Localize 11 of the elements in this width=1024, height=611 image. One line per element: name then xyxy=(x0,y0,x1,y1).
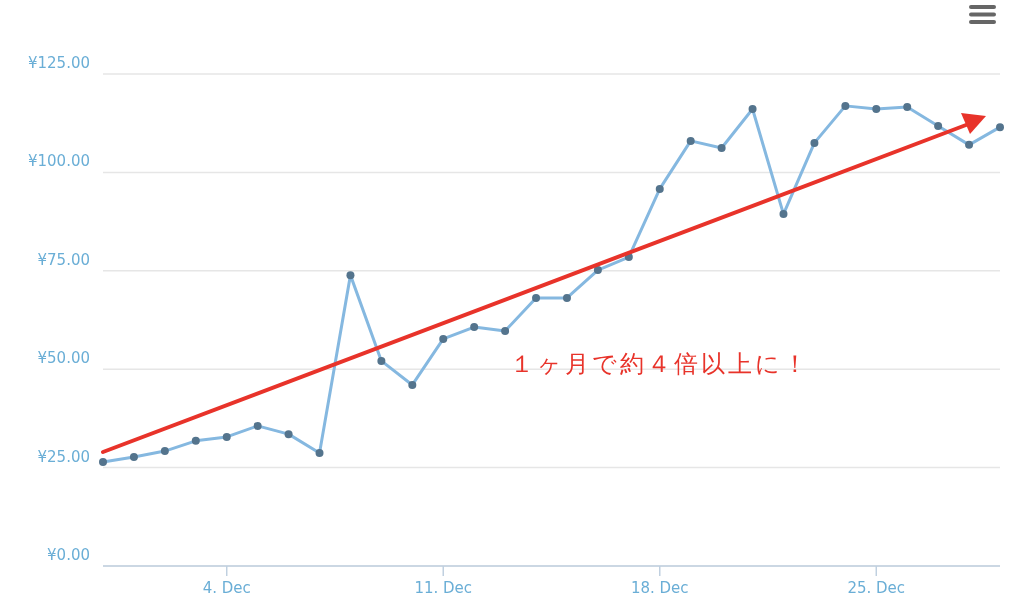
y-tick-label: ¥25.00 xyxy=(37,447,90,466)
annotation: １ヶ月で約４倍以上に！ xyxy=(510,350,810,378)
y-tick-label: ¥50.00 xyxy=(37,349,90,368)
y-tick-label: ¥0.00 xyxy=(47,546,90,564)
y-tick-label: ¥100.00 xyxy=(27,152,90,171)
y-tick-label: ¥125.00 xyxy=(27,54,90,72)
x-tick-label: 11. Dec xyxy=(414,579,473,597)
x-tick-label: 25. Dec xyxy=(847,579,906,597)
y-tick-label: ¥75.00 xyxy=(37,250,90,269)
x-tick-label: 4. Dec xyxy=(202,579,251,597)
x-tick-label: 18. Dec xyxy=(630,579,689,597)
